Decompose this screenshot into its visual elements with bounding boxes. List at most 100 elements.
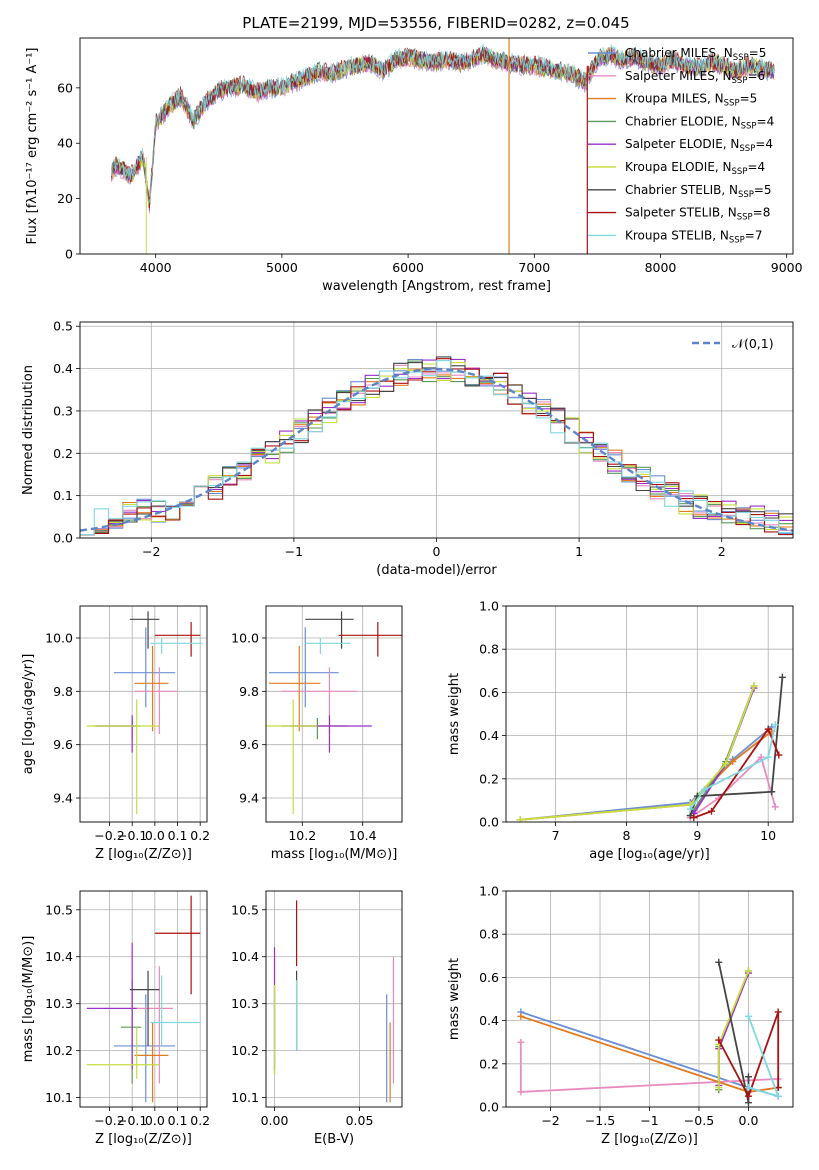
y-tick-label: 10.0 (231, 631, 259, 646)
y-tick-label: 10.2 (231, 1043, 259, 1058)
axes-frame (79, 321, 794, 539)
y-tick-label: 0.2 (479, 771, 499, 786)
y-tick-label: 10.5 (231, 902, 259, 917)
y-tick-label: 0.6 (479, 970, 499, 985)
x-tick-label: 5000 (266, 260, 298, 275)
legend-entry: Salpeter MILES, NSSP=6 (625, 69, 765, 86)
y-tick-label: 0.4 (53, 361, 73, 376)
plot-area (516, 673, 786, 822)
panel-spectrum: 4000 5000 6000 7000 8000 9000 0 20 40 60 wavelengt… (25, 37, 803, 294)
weight-point-marker (708, 807, 716, 815)
weight-point-marker (700, 786, 708, 794)
y-axis-label: Flux [fλ10⁻¹⁷ erg cm⁻² s⁻¹ A⁻¹] (25, 48, 40, 245)
y-tick-label: 10.4 (45, 949, 73, 964)
x-tick-label: −0.1 (117, 1113, 147, 1128)
y-tick-label: 0.8 (479, 642, 499, 657)
x-tick-label: 4000 (140, 260, 172, 275)
weight-point-marker (686, 805, 694, 813)
legend-entry: Salpeter STELIB, NSSP=8 (625, 206, 770, 223)
figure-title: PLATE=2199, MJD=53556, FIBERID=0282, z=0… (242, 14, 629, 32)
plot-area (80, 356, 793, 536)
x-tick-label: 10.4 (349, 828, 377, 843)
panel-weight_vs_Z: −2 −1.5 −1 −0.5 0.0 0.0 0.2 0.4 0.6 0.8 1.0 Z [log₁… (447, 884, 794, 1147)
y-tick-label: 0.5 (53, 319, 73, 334)
x-tick-label: 10.2 (288, 828, 316, 843)
x-tick-label: 0.05 (346, 1113, 374, 1128)
y-tick-label: 10.3 (231, 996, 259, 1011)
x-tick-label: −1.5 (585, 1113, 615, 1128)
x-tick-label: 9000 (771, 260, 803, 275)
x-tick-label: 0.00 (261, 1113, 289, 1128)
x-tick-label: 8000 (645, 260, 677, 275)
x-tick-label: 0.0 (145, 828, 165, 843)
x-tick-label: −0.2 (94, 1113, 124, 1128)
y-tick-label: 9.8 (53, 684, 73, 699)
x-tick-label: 2 (718, 544, 726, 559)
y-axis-label: Normed distribution (21, 365, 36, 495)
weight-point-marker (757, 753, 765, 761)
x-tick-label: 10 (760, 828, 776, 843)
weight-point-marker (686, 812, 694, 820)
axes-frame (265, 890, 403, 1108)
legend-entry: Kroupa ELODIE, NSSP=4 (625, 160, 765, 177)
weight-point-marker (768, 788, 776, 796)
weight-point-marker (517, 1038, 525, 1046)
weight-point-marker (516, 816, 524, 822)
x-axis-label: mass [log₁₀(M/M⊙)] (271, 847, 398, 862)
weight-series-line (689, 677, 784, 816)
weight-point-marker (744, 1073, 752, 1081)
plot-area (517, 958, 782, 1107)
y-tick-label: 40 (57, 136, 73, 151)
weight-point-marker (517, 1012, 525, 1020)
weight-point-marker (774, 1092, 782, 1100)
x-tick-label: 7000 (518, 260, 550, 275)
x-tick-label: 7 (552, 828, 560, 843)
x-tick-label: 0.1 (168, 828, 188, 843)
panel-mass_vs_ebv: 0.00 0.05 10.1 10.2 10.3 10.4 10.5 E(B-V) (231, 890, 403, 1147)
weight-point-marker (764, 753, 772, 761)
x-tick-label: 1 (575, 544, 583, 559)
x-axis-label: Z [log₁₀(Z/Z⊙)] (95, 847, 192, 862)
y-tick-label: 1.0 (479, 884, 499, 899)
y-axis-label: mass [log₁₀(M/M⊙)] (21, 936, 36, 1063)
y-axis-label: mass weight (447, 673, 462, 755)
x-axis-label: age [log₁₀(age/yr)] (589, 847, 710, 862)
panel-age_vs_Z: −0.2−0.10.0 0.1 0.2 9.4 9.6 9.8 10.0 Z [log₁₀(Z… (21, 605, 210, 862)
weight-point-marker (744, 1092, 752, 1100)
weight-point-marker (775, 751, 783, 759)
plot-area (266, 611, 402, 814)
weight-point-marker (715, 958, 723, 966)
axes-frame (79, 890, 208, 1108)
y-tick-label: 10.0 (45, 631, 73, 646)
y-tick-label: 0.0 (53, 531, 73, 546)
y-tick-label: 9.6 (239, 737, 259, 752)
weight-point-marker (715, 1084, 723, 1092)
x-tick-label: −0.2 (94, 828, 124, 843)
legend-entry: Chabrier MILES, NSSP=5 (625, 46, 766, 63)
y-tick-label: 9.8 (239, 684, 259, 699)
x-tick-label: 0 (433, 544, 441, 559)
y-tick-label: 20 (57, 191, 73, 206)
axes-frame (79, 605, 208, 823)
weight-point-marker (690, 814, 698, 822)
weight-point-marker (744, 1012, 752, 1020)
y-tick-label: 10.1 (231, 1090, 259, 1105)
legend-entry: Salpeter ELODIE, NSSP=4 (625, 137, 773, 154)
y-tick-label: 0.4 (479, 1013, 499, 1028)
weight-series-line (693, 727, 780, 819)
y-tick-label: 0.2 (479, 1056, 499, 1071)
x-tick-label: 0.0 (739, 1113, 759, 1128)
normal-reference-curve (80, 367, 793, 532)
weight-point-marker (744, 1099, 752, 1107)
x-axis-label: E(B-V) (314, 1132, 354, 1147)
x-axis-label: Z [log₁₀(Z/Z⊙)] (95, 1132, 192, 1147)
x-tick-label: −0.1 (117, 828, 147, 843)
y-tick-label: 9.4 (239, 791, 259, 806)
x-tick-label: 0.2 (190, 828, 210, 843)
x-tick-label: −1 (285, 544, 303, 559)
y-tick-label: 0.0 (479, 1100, 499, 1115)
plot-area (273, 900, 395, 1103)
weight-series-line (520, 685, 755, 821)
y-tick-label: 60 (57, 80, 73, 95)
